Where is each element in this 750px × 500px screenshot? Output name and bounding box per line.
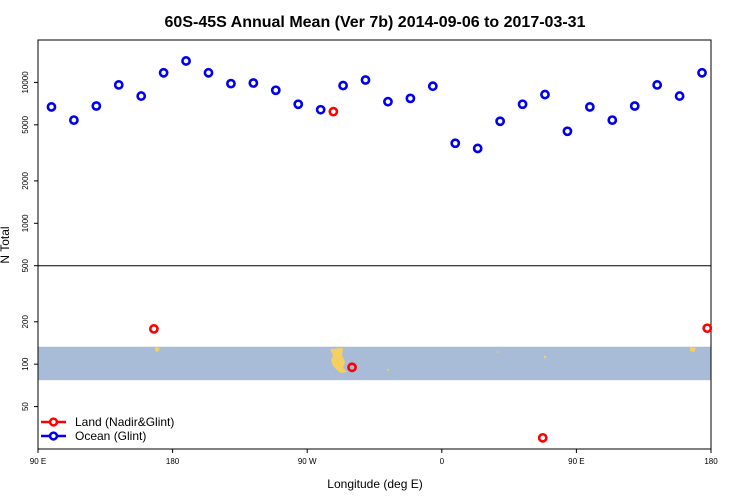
- data-point: [136, 91, 147, 101]
- land-band-layer: [38, 346, 711, 381]
- series-0: [149, 106, 713, 443]
- landmass-island-small: [543, 355, 547, 359]
- data-point: [226, 78, 236, 89]
- plot-frame: [37, 39, 712, 450]
- x-axis-label: Longitude (deg E): [327, 477, 422, 491]
- legend-marker: [48, 417, 59, 427]
- points-layer: [46, 56, 713, 443]
- data-point: [347, 362, 357, 373]
- data-point: [270, 85, 281, 96]
- data-point: [149, 323, 159, 334]
- data-point: [383, 96, 393, 107]
- data-point: [248, 78, 259, 88]
- landmass-south-america: [330, 348, 347, 373]
- data-point: [113, 80, 124, 90]
- data-point: [338, 80, 348, 91]
- y-tick-label: 1000: [21, 214, 30, 232]
- data-point: [562, 126, 573, 137]
- y-tick-label: 500: [21, 258, 30, 272]
- x-tick-label: 0: [440, 457, 445, 466]
- data-point: [697, 67, 707, 78]
- legend-marker: [48, 431, 59, 441]
- data-point: [360, 75, 371, 85]
- legend-label: Land (Nadir&Glint): [75, 415, 174, 429]
- landmass-island-tiny: [387, 369, 389, 371]
- legend-label: Ocean (Glint): [75, 429, 146, 443]
- y-tick-label: 2000: [21, 171, 30, 189]
- data-point: [540, 89, 550, 100]
- landmass-island-dot: [497, 351, 499, 353]
- y-axis-label: N Total: [0, 226, 12, 263]
- data-point: [405, 93, 416, 104]
- data-point: [158, 67, 169, 78]
- y-tick-label: 200: [21, 315, 30, 329]
- landmass-layer: [155, 347, 696, 373]
- data-point: [315, 104, 326, 115]
- landmass-island-right: [690, 347, 696, 352]
- y-tick-label: 10000: [21, 71, 30, 94]
- data-point: [181, 56, 191, 66]
- data-point: [68, 115, 79, 126]
- land-band: [38, 346, 711, 381]
- x-tick-label: 90 W: [298, 457, 317, 466]
- x-tick-label: 180: [704, 457, 718, 466]
- x-tick-label: 90 E: [568, 457, 584, 466]
- data-point: [607, 115, 618, 126]
- legend: Land (Nadir&Glint)Ocean (Glint): [41, 415, 174, 443]
- data-point: [629, 101, 640, 111]
- series-1: [46, 56, 707, 154]
- data-point: [450, 138, 461, 149]
- data-point: [652, 80, 663, 90]
- data-point: [702, 323, 713, 334]
- landmass-island-left: [155, 347, 160, 352]
- data-point: [328, 106, 339, 117]
- data-point: [91, 101, 102, 111]
- data-point: [495, 116, 506, 127]
- y-tick-label: 5000: [21, 115, 30, 133]
- data-point: [46, 102, 57, 112]
- chart-title: 60S-45S Annual Mean (Ver 7b) 2014-09-06 …: [165, 14, 586, 31]
- x-tick-label: 180: [166, 457, 180, 466]
- data-point: [674, 91, 685, 101]
- axes-layer: 90 E 180 90 W 0 90 E 180 50 100 200 500 1000 2000 50…: [21, 39, 718, 466]
- y-tick-label: 100: [21, 357, 30, 371]
- y-tick-label: 50: [21, 402, 30, 411]
- data-point: [517, 99, 528, 110]
- data-point: [203, 67, 214, 78]
- data-point: [584, 102, 595, 112]
- data-point: [293, 99, 304, 110]
- data-point: [472, 143, 483, 154]
- x-tick-label: 90 E: [30, 457, 46, 466]
- data-point: [537, 432, 548, 443]
- data-point: [427, 81, 438, 92]
